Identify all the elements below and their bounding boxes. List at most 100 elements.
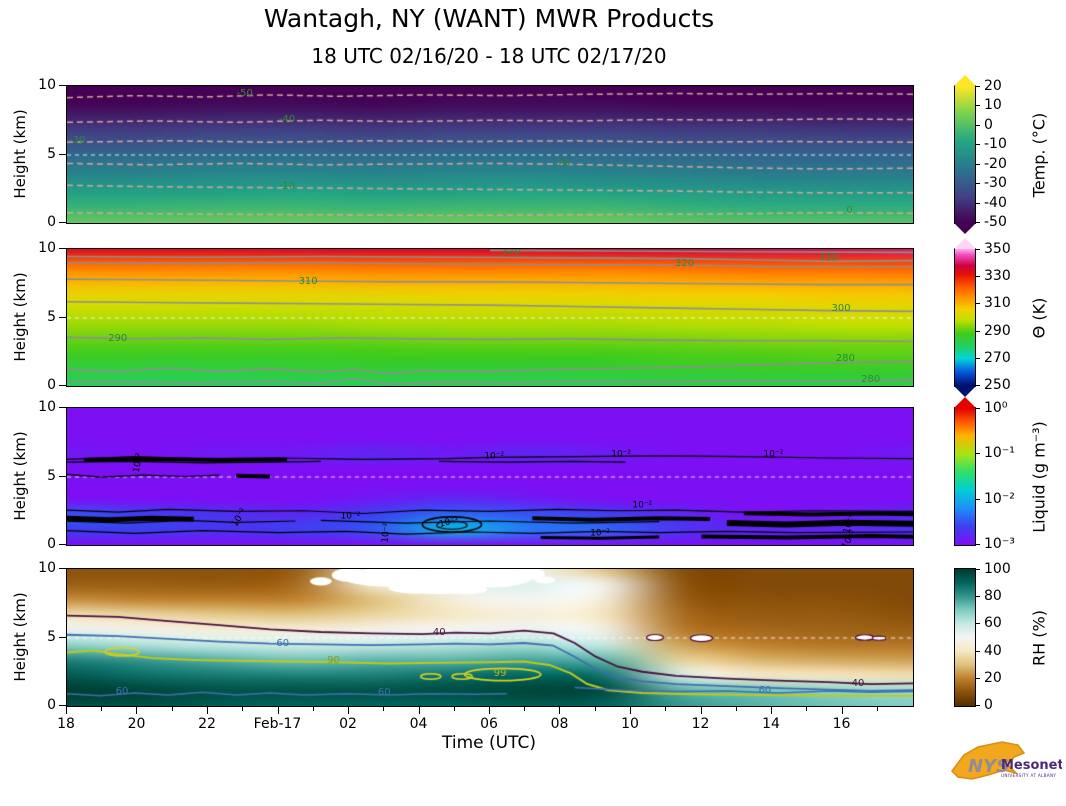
temperature-plotarea: -50 -40 -30 -20 -10 0 <box>66 85 914 224</box>
x-tick-mark <box>136 707 138 714</box>
colorbar-tick-mark <box>975 86 980 87</box>
y-tick-mark <box>59 85 66 86</box>
colorbar-tick-label: 100 <box>984 561 1011 577</box>
x-tick-mark <box>489 707 490 714</box>
colorbar-tick-mark <box>975 677 980 679</box>
potential-temperature-colorbar-gradient <box>955 249 975 386</box>
contour-label: -10 <box>278 181 296 193</box>
colorbar-tick-label: 40 <box>984 642 1002 659</box>
contour-label: 90 <box>327 654 340 666</box>
colorbar-tick-mark <box>975 408 980 409</box>
x-tick-mark <box>841 707 843 714</box>
y-tick-label: 0 <box>47 536 56 552</box>
contour-label: 60 <box>115 686 129 698</box>
x-axis-label: Time (UTC) <box>442 733 536 753</box>
colorbar-tick-label: 290 <box>984 322 1011 339</box>
y-tick-mark <box>59 705 66 706</box>
contour-label: 280 <box>835 353 855 365</box>
contour-label: 310 <box>298 275 318 287</box>
colorbar-extend-max-arrow <box>954 75 976 86</box>
logo-nys-text: NYS <box>968 756 1009 777</box>
figure-title: Wantagh, NY (WANT) MWR Products <box>263 4 715 33</box>
colorbar-label: Θ (K) <box>1029 297 1049 338</box>
logo-state-shape <box>951 741 1026 780</box>
colorbar-tick-mark <box>975 276 980 278</box>
y-tick-label: 10 <box>38 399 56 415</box>
contour-label: 280 <box>861 374 881 386</box>
y-tick-label: 5 <box>47 145 56 162</box>
contour-label: -20 <box>553 158 571 170</box>
contour-label: 10⁻² <box>590 528 610 539</box>
x-tick-label: 04 <box>409 716 428 732</box>
contour-label: 60 <box>276 637 290 649</box>
colorbar-tick-label: 10 <box>984 97 1002 114</box>
x-tick-mark <box>277 707 279 714</box>
colorbar-label: Liquid (g m⁻³) <box>1029 420 1049 533</box>
x-minor-tick-mark <box>171 707 173 711</box>
y-tick-label: 5 <box>47 628 56 645</box>
x-minor-tick-mark <box>242 707 244 711</box>
y-tick-label: 0 <box>47 214 56 230</box>
y-axis-label: Height (km) <box>11 271 29 362</box>
colorbar-tick-label: 10⁰ <box>984 400 1008 416</box>
temperature-heatmap <box>67 86 913 223</box>
temperature-colorbar: 20 10 0 -10 -20 -30 -40 -50 Temp. (°C) <box>954 75 1049 234</box>
colorbar-tick-mark <box>975 144 980 146</box>
y-tick-mark <box>59 544 66 545</box>
colorbar-tick-label: 330 <box>984 268 1011 285</box>
contour-label: 290 <box>108 332 128 344</box>
contour-label: 300 <box>831 302 851 314</box>
colorbar-tick-mark <box>975 303 980 305</box>
colorbar-tick-mark <box>975 222 980 223</box>
contour-label: -30 <box>68 135 86 147</box>
x-tick-mark <box>559 707 561 714</box>
colorbar-tick-label: 10⁻¹ <box>984 445 1015 462</box>
temperature-panel: -50 -40 -30 -20 -10 0 10 5 0 Height (km) <box>11 77 914 230</box>
logo-caption-text: UNIVERSITY AT ALBANY <box>1001 773 1056 778</box>
x-tick-label: 18 <box>57 716 75 732</box>
y-axis-label: Height (km) <box>11 591 29 682</box>
x-tick-label: 12 <box>691 716 710 732</box>
y-tick-mark <box>59 222 66 223</box>
contour-label: 60 <box>377 686 391 698</box>
contour-label: 320 <box>675 258 695 270</box>
temperature-colorbar-gradient <box>955 86 975 223</box>
colorbar-extend-min-arrow <box>954 223 976 234</box>
rh-panel: 40 60 90 99 60 60 60 40 10 5 0 Height (km) <box>11 560 914 713</box>
x-tick-label: 06 <box>480 716 498 732</box>
colorbar-tick-label: -10 <box>984 136 1007 153</box>
x-tick-mark <box>207 707 208 714</box>
y-tick-mark <box>59 316 66 318</box>
colorbar-label: RH (%) <box>1029 609 1049 666</box>
x-tick-label: 14 <box>762 716 780 732</box>
contour-label: 10⁻² <box>340 511 361 522</box>
x-minor-tick-mark <box>383 707 385 711</box>
y-tick-label: 10 <box>38 240 56 256</box>
contour-label: 330 <box>818 251 838 263</box>
colorbar-extend-max-arrow <box>954 397 976 408</box>
colorbar-tick-label: 20 <box>984 78 1002 94</box>
y-tick-label: 0 <box>47 377 56 393</box>
colorbar-tick-mark <box>975 249 980 250</box>
y-tick-label: 5 <box>47 467 56 484</box>
contour-label: 60 <box>758 684 772 696</box>
x-minor-tick-mark <box>524 707 526 711</box>
contour-label: -50 <box>236 88 253 100</box>
x-tick-mark <box>630 707 631 714</box>
colorbar-tick-mark <box>975 596 980 598</box>
colorbar-tick-label: 10⁻² <box>984 490 1015 507</box>
rh-heatmap <box>67 569 913 706</box>
potential-temperature-colorbar: 350 330 310 290 270 250 Θ (K) <box>954 238 1049 397</box>
x-minor-tick-mark <box>594 707 596 711</box>
contour-label: 0 <box>846 205 853 217</box>
nys-mesonet-logo: NYS Mesonet UNIVERSITY AT ALBANY <box>951 741 1062 780</box>
colorbar-tick-label: 0 <box>984 116 993 133</box>
y-axis-label: Height (km) <box>11 108 29 199</box>
colorbar-tick-mark <box>975 124 980 126</box>
y-tick-mark <box>59 153 66 155</box>
x-tick-mark <box>700 707 702 714</box>
colorbar-tick-mark <box>975 623 980 625</box>
contour-label: 10⁻² <box>484 451 505 462</box>
colorbar-tick-label: 20 <box>984 669 1002 686</box>
colorbar-tick-mark <box>975 385 980 386</box>
